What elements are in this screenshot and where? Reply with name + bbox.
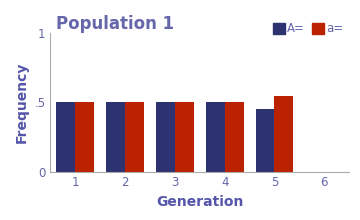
Bar: [106, 102, 125, 172]
Bar: [57, 102, 75, 172]
Bar: [125, 102, 144, 172]
X-axis label: Generation: Generation: [156, 195, 243, 209]
Bar: [175, 102, 194, 172]
Bar: [274, 96, 293, 172]
Legend: A=, a=: A=, a=: [273, 22, 343, 35]
Bar: [156, 102, 175, 172]
Text: Population 1: Population 1: [57, 15, 175, 33]
Y-axis label: Frequency: Frequency: [15, 62, 29, 143]
Bar: [225, 102, 244, 172]
Bar: [75, 102, 94, 172]
Bar: [206, 102, 225, 172]
Bar: [256, 108, 274, 172]
